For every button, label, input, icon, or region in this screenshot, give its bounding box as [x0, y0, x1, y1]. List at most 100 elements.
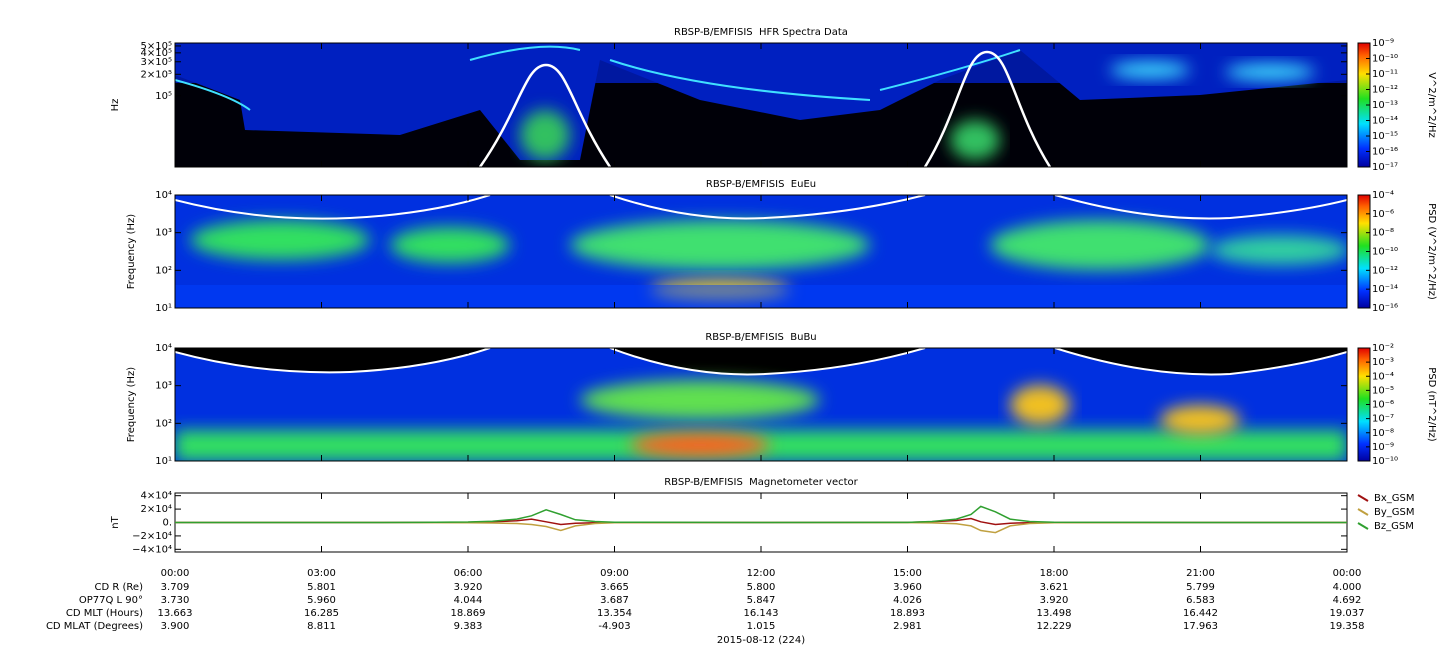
- ephemeris-value: 16.143: [744, 608, 779, 619]
- ephemeris-value: 5.847: [747, 595, 776, 606]
- x-tick-label: 09:00: [600, 568, 629, 579]
- colorbar-tick-label: 10⁻⁸: [1372, 428, 1394, 439]
- hfr-image: [175, 43, 1347, 167]
- x-tick-label: 18:00: [1040, 568, 1069, 579]
- colorbar-tick-label: 10⁻¹⁰: [1372, 247, 1398, 258]
- ephemeris-value: 5.960: [307, 595, 336, 606]
- series-line: [175, 505, 1347, 524]
- ephemeris-value: 3.730: [161, 595, 190, 606]
- y-axis-label: Frequency (Hz): [126, 367, 137, 443]
- ephemeris-value: 3.920: [454, 582, 483, 593]
- ephemeris-value: 8.811: [307, 621, 336, 632]
- y-tick-label: 10²: [155, 418, 172, 429]
- ephemeris-value: 1.015: [747, 621, 776, 632]
- ephemeris-value: 4.044: [454, 595, 483, 606]
- ephemeris-row-label: OP77Q L 90°: [79, 595, 143, 606]
- panel-title: RBSP-B/EMFISIS BuBu: [705, 332, 816, 343]
- ephemeris-value: 3.900: [161, 621, 190, 632]
- ephemeris-value: 13.498: [1037, 608, 1072, 619]
- y-tick-label: 5×10⁵: [141, 41, 172, 52]
- ephemeris-row-label: CD MLT (Hours): [66, 608, 143, 619]
- x-tick-label: 00:00: [1333, 568, 1362, 579]
- ephemeris-row-label: CD R (Re): [95, 582, 144, 593]
- x-tick-label: 21:00: [1186, 568, 1215, 579]
- x-tick-label: 03:00: [307, 568, 336, 579]
- ephemeris-value: 19.037: [1330, 608, 1365, 619]
- y-tick-label: 4×10⁵: [141, 48, 172, 59]
- colorbar-tick-label: 10⁻¹⁷: [1372, 162, 1398, 173]
- ephemeris-value: 3.709: [161, 582, 190, 593]
- y-tick-label: 2×10⁴: [141, 504, 172, 515]
- ephemeris-value: 16.442: [1183, 608, 1218, 619]
- colorbar-tick-label: 10⁻¹⁴: [1372, 116, 1398, 127]
- colorbar-tick-label: 10⁻⁸: [1372, 228, 1394, 239]
- y-tick-label: 4×10⁴: [141, 491, 172, 502]
- panel-title: RBSP-B/EMFISIS EuEu: [706, 179, 816, 190]
- colorbar-tick-label: 10⁻¹⁴: [1372, 284, 1398, 295]
- y-axis-label: nT: [110, 515, 121, 528]
- ephemeris-value: 17.963: [1183, 621, 1218, 632]
- y-tick-label: 10⁵: [155, 91, 172, 102]
- colorbar-tick-label: 10⁻¹⁶: [1372, 147, 1398, 158]
- ephemeris-value: 5.799: [1186, 582, 1215, 593]
- colorbar-tick-label: 10⁻¹¹: [1372, 69, 1398, 80]
- colorbar-tick-label: 10⁻⁷: [1372, 414, 1394, 425]
- ephemeris-value: 16.285: [304, 608, 339, 619]
- colorbar-tick-label: 10⁻⁶: [1372, 209, 1394, 220]
- date-label: 2015-08-12 (224): [717, 635, 805, 646]
- ephemeris-value: 9.383: [454, 621, 483, 632]
- ephemeris-value: 3.621: [1040, 582, 1069, 593]
- colorbar-tick-label: 10⁻¹²: [1372, 265, 1398, 276]
- y-tick-label: 10¹: [155, 303, 172, 314]
- legend-label: By_GSM: [1374, 507, 1415, 518]
- ephemeris-value: -4.903: [598, 621, 630, 632]
- legend-label: Bx_GSM: [1374, 493, 1415, 504]
- colorbar-label: V^2/m^2/Hz: [1426, 72, 1437, 138]
- ephemeris-value: 4.692: [1333, 595, 1362, 606]
- legend-swatch: [1357, 508, 1369, 516]
- legend-swatch: [1357, 522, 1369, 530]
- y-tick-label: −4×10⁴: [132, 544, 172, 555]
- ephemeris-value: 18.869: [451, 608, 486, 619]
- colorbar-tick-label: 10⁻⁶: [1372, 400, 1394, 411]
- ephemeris-value: 6.583: [1186, 595, 1215, 606]
- colorbar-tick-label: 10⁻¹⁶: [1372, 303, 1398, 314]
- colorbar-tick-label: 10⁻¹⁰: [1372, 456, 1398, 467]
- ephemeris: CD R (Re) 3.709 5.801 3.920 3.665 5.800 3.960 3…: [46, 582, 1365, 646]
- ephemeris-value: 2.981: [893, 621, 922, 632]
- y-tick-label: 2×10⁵: [141, 69, 172, 80]
- y-tick-label: 10⁴: [155, 343, 172, 354]
- colorbar-tick-label: 10⁻³: [1372, 357, 1394, 368]
- colorbar-tick-label: 10⁻¹⁵: [1372, 131, 1398, 142]
- legend-swatch: [1357, 494, 1369, 502]
- ephemeris-value: 18.893: [890, 608, 925, 619]
- ephemeris-value: 3.687: [600, 595, 629, 606]
- colorbar-tick-label: 10⁻⁵: [1372, 385, 1394, 396]
- panel-title: RBSP-B/EMFISIS Magnetometer vector: [664, 477, 858, 488]
- x-tick-label: 06:00: [454, 568, 483, 579]
- ephemeris-value: 5.801: [307, 582, 336, 593]
- colorbar-tick-label: 10⁻¹²: [1372, 85, 1398, 96]
- colorbar-label: PSD (nT^2/Hz): [1426, 367, 1437, 441]
- ephemeris-value: 5.800: [747, 582, 776, 593]
- ephemeris-value: 12.229: [1037, 621, 1072, 632]
- y-tick-label: 10³: [155, 228, 172, 239]
- ephemeris-value: 3.920: [1040, 595, 1069, 606]
- eueu-image: [175, 195, 1347, 308]
- colorbar-tick-label: 10⁻²: [1372, 343, 1394, 354]
- ephemeris-value: 4.000: [1333, 582, 1362, 593]
- panel-title: RBSP-B/EMFISIS HFR Spectra Data: [674, 27, 848, 38]
- ephemeris-value: 13.354: [597, 608, 632, 619]
- ephemeris-value: 19.358: [1330, 621, 1365, 632]
- colorbar-label: PSD (V^2/m^2/Hz): [1426, 203, 1437, 300]
- ephemeris-value: 13.663: [158, 608, 193, 619]
- y-tick-label: 3×10⁵: [141, 57, 172, 68]
- x-tick-label: 12:00: [747, 568, 776, 579]
- colorbar-tick-label: 10⁻⁴: [1372, 371, 1394, 382]
- y-axis-label: Frequency (Hz): [126, 214, 137, 290]
- x-tick-label: 15:00: [893, 568, 922, 579]
- colorbar-tick-label: 10⁻⁴: [1372, 190, 1394, 201]
- ephemeris-value: 4.026: [893, 595, 922, 606]
- y-tick-label: 10³: [155, 381, 172, 392]
